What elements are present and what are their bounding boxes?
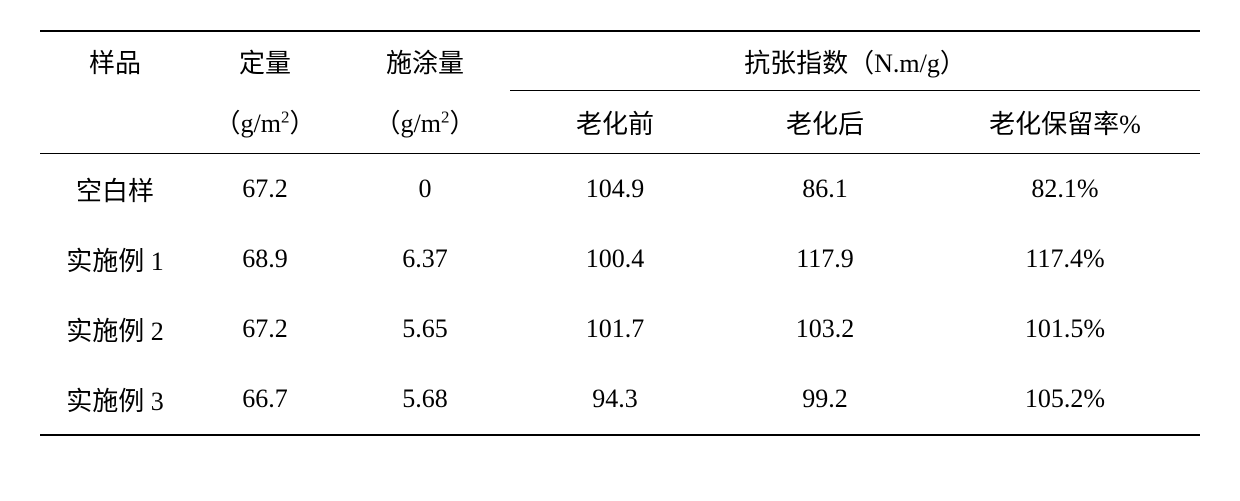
col-coating-header: 施涂量 bbox=[340, 31, 510, 91]
col-basisweight-unit: （g/m2） bbox=[190, 91, 340, 154]
cell-after: 103.2 bbox=[720, 294, 930, 364]
table-row: 实施例 2 67.2 5.65 101.7 103.2 101.5% bbox=[40, 294, 1200, 364]
cell-sample: 实施例 3 bbox=[40, 364, 190, 435]
cell-sample: 实施例 2 bbox=[40, 294, 190, 364]
cell-after: 99.2 bbox=[720, 364, 930, 435]
cell-coating: 5.65 bbox=[340, 294, 510, 364]
table-row: 实施例 3 66.7 5.68 94.3 99.2 105.2% bbox=[40, 364, 1200, 435]
table-row: 实施例 1 68.9 6.37 100.4 117.9 117.4% bbox=[40, 224, 1200, 294]
cell-retention: 82.1% bbox=[930, 154, 1200, 225]
cell-coating: 0 bbox=[340, 154, 510, 225]
cell-after: 117.9 bbox=[720, 224, 930, 294]
col-after-header: 老化后 bbox=[720, 91, 930, 154]
tensile-index-table: 样品 定量 施涂量 抗张指数（N.m/g） （g/m2） （g/m2） 老化前 … bbox=[40, 30, 1200, 436]
col-tensile-group-header: 抗张指数（N.m/g） bbox=[510, 31, 1200, 91]
cell-sample: 空白样 bbox=[40, 154, 190, 225]
col-basisweight-header: 定量 bbox=[190, 31, 340, 91]
cell-retention: 101.5% bbox=[930, 294, 1200, 364]
cell-retention: 105.2% bbox=[930, 364, 1200, 435]
col-before-header: 老化前 bbox=[510, 91, 720, 154]
col-retention-header: 老化保留率% bbox=[930, 91, 1200, 154]
cell-before: 94.3 bbox=[510, 364, 720, 435]
cell-coating: 6.37 bbox=[340, 224, 510, 294]
col-sample-subheader bbox=[40, 91, 190, 154]
cell-before: 100.4 bbox=[510, 224, 720, 294]
cell-after: 86.1 bbox=[720, 154, 930, 225]
cell-before: 104.9 bbox=[510, 154, 720, 225]
cell-coating: 5.68 bbox=[340, 364, 510, 435]
cell-basisweight: 68.9 bbox=[190, 224, 340, 294]
table-row: 空白样 67.2 0 104.9 86.1 82.1% bbox=[40, 154, 1200, 225]
cell-basisweight: 67.2 bbox=[190, 154, 340, 225]
cell-sample: 实施例 1 bbox=[40, 224, 190, 294]
col-coating-unit: （g/m2） bbox=[340, 91, 510, 154]
cell-before: 101.7 bbox=[510, 294, 720, 364]
cell-basisweight: 67.2 bbox=[190, 294, 340, 364]
cell-retention: 117.4% bbox=[930, 224, 1200, 294]
cell-basisweight: 66.7 bbox=[190, 364, 340, 435]
col-sample-header: 样品 bbox=[40, 31, 190, 91]
